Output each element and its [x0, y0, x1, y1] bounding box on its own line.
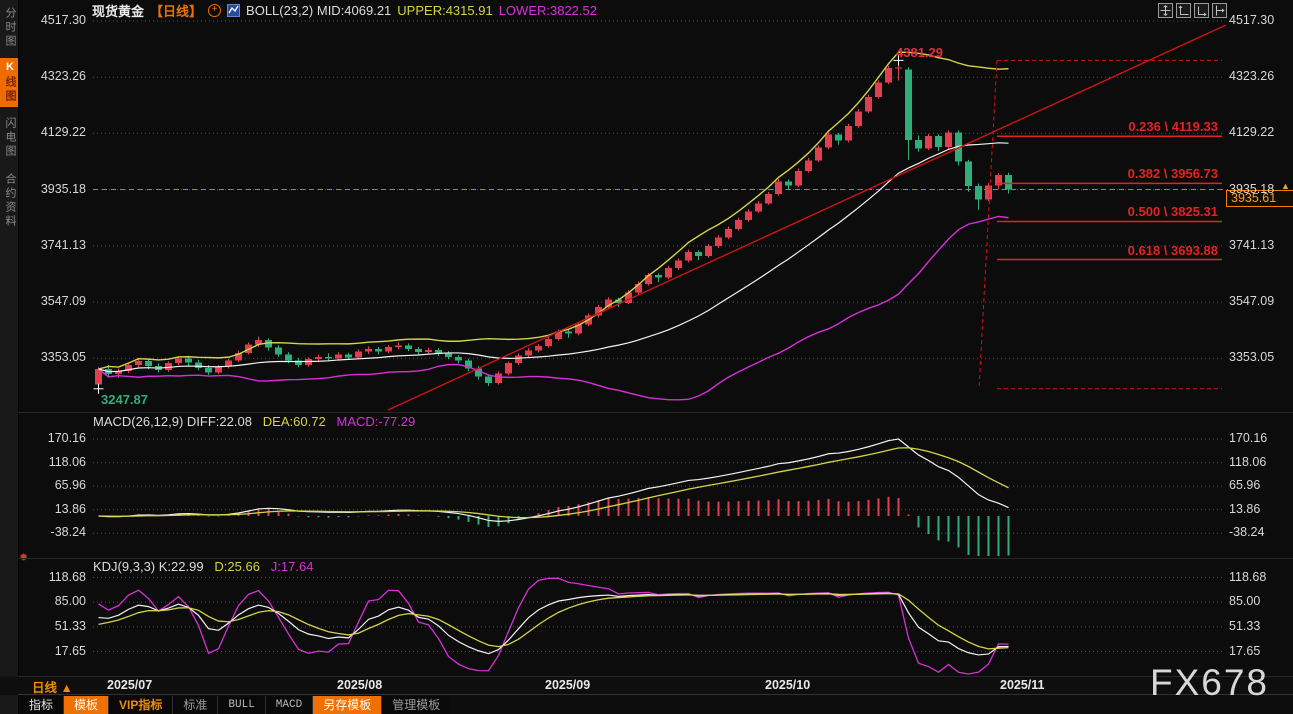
period-selector[interactable]: 日线 ▲	[32, 681, 73, 695]
x-axis-scale-icon[interactable]	[1194, 3, 1209, 18]
price-axis-label: 4129.22	[40, 125, 86, 140]
price-axis-label: 3353.05	[40, 350, 86, 365]
price-axis-label: 13.86	[1229, 501, 1261, 516]
price-axis-label: 3935.18	[40, 181, 86, 196]
month-axis-label: 2025/07	[107, 678, 153, 692]
macd-hist-label: MACD:-77.29	[336, 414, 416, 429]
price-axis-label: 3741.13	[1229, 237, 1275, 252]
kdj-label-row: KDJ(9,3,3) K:22.99 D:25.66 J:17.64	[93, 559, 313, 574]
pane-shift-icon[interactable]	[1212, 3, 1227, 18]
price-axis-label: 4129.22	[1229, 125, 1275, 140]
price-axis-label: 3935.18	[1229, 181, 1275, 196]
kdj-j-label: J:17.64	[270, 559, 314, 574]
fib-level-label: 0.618 \ 3693.88	[1127, 242, 1218, 258]
chart-type-sidebar: 分时图 K线图闪电图合约资料	[0, 0, 19, 714]
month-axis-label: 2025/08	[337, 678, 383, 692]
month-axis-label: 2025/10	[765, 678, 811, 692]
price-axis-label: -38.24	[50, 525, 86, 540]
macd-label-row: MACD(26,12,9) DIFF:22.08 DEA:60.72 MACD:…	[93, 414, 415, 429]
bottom-tab-3[interactable]: 标准	[172, 696, 217, 714]
macd-diff-label: MACD(26,12,9) DIFF:22.08	[93, 414, 252, 429]
swing-high-label: 4381.29	[896, 45, 943, 60]
fib-level-label: 0.236 \ 4119.33	[1128, 119, 1218, 135]
bottom-tab-2[interactable]: VIP指标	[108, 696, 172, 714]
price-axis-label: 85.00	[1229, 594, 1261, 609]
fib-level-label: 0.500 \ 3825.31	[1127, 204, 1218, 220]
price-axis-label: 118.06	[48, 454, 86, 469]
bottom-tab-1[interactable]: 模板	[63, 696, 109, 714]
price-axis-label: 51.33	[54, 618, 86, 633]
chart-toolbar	[1158, 3, 1227, 18]
panel-separator	[18, 558, 1293, 559]
price-axis-label: 3547.09	[40, 294, 86, 309]
price-axis-label: 17.65	[54, 643, 86, 658]
boll-mid-label: BOLL(23,2) MID:4069.21	[246, 2, 392, 18]
price-axis-label: 51.33	[1229, 618, 1261, 633]
price-axis-label: 3547.09	[1229, 294, 1275, 309]
month-axis-label: 2025/11	[1000, 678, 1045, 692]
price-axis-label: 3353.05	[1229, 350, 1275, 365]
last-price-badge: 3935.61	[1226, 190, 1293, 207]
kdj-k-label: KDJ(9,3,3) K:22.99	[93, 559, 204, 574]
price-axis-label: 65.96	[1229, 478, 1261, 493]
bottom-tab-5[interactable]: MACD	[264, 696, 312, 714]
price-up-arrow-icon: ▲	[1281, 181, 1290, 191]
bottom-tab-4[interactable]: BULL	[217, 696, 264, 714]
chart-style-icon[interactable]	[227, 3, 241, 17]
price-axis-label: 13.86	[54, 501, 86, 516]
price-axis-label: 3741.13	[40, 237, 86, 252]
price-axis-label: 4517.30	[1229, 13, 1275, 27]
bottom-tab-7[interactable]: 管理模板	[381, 696, 450, 714]
panel-separator	[18, 694, 1293, 695]
month-axis-label: 2025/09	[545, 678, 591, 692]
macd-dea-label: DEA:60.72	[262, 414, 326, 429]
price-axis-label: 85.00	[54, 594, 86, 609]
fib-level-label: 0.382 \ 3956.73	[1127, 166, 1218, 182]
sidebar-item-candle-chart[interactable]: K线图	[0, 58, 18, 107]
period-tag[interactable]: 【日线】	[150, 3, 203, 19]
bottom-tab-0[interactable]: 指标	[29, 698, 54, 712]
price-axis-label: 4517.30	[40, 13, 86, 27]
time-axis-row: 日线 ▲	[0, 677, 1293, 695]
price-axis-label: 170.16	[1229, 431, 1268, 445]
boll-upper-label: UPPER:4315.91	[397, 2, 493, 18]
panel-separator	[18, 412, 1293, 413]
price-axis-label: 118.68	[1229, 569, 1267, 584]
bottom-tab-6[interactable]: 另存模板	[312, 696, 382, 714]
price-axis-label: 170.16	[47, 431, 86, 445]
sidebar-item-time-chart[interactable]: 分时图	[4, 7, 16, 49]
sidebar-item-flash-chart[interactable]: 闪电图	[4, 117, 16, 159]
chart-header: 现货黄金 【日线】 + BOLL(23,2) MID:4069.21 UPPER…	[92, 2, 597, 19]
price-axis-label: 17.65	[1229, 643, 1261, 658]
price-axis-label: 118.06	[1229, 454, 1267, 469]
price-axis-label: 65.96	[54, 478, 86, 493]
price-axis-label: 118.68	[48, 569, 86, 584]
swing-low-label: 3247.87	[101, 392, 148, 407]
watermark: FX678	[1149, 662, 1269, 703]
price-axis-label: 4323.26	[40, 69, 86, 84]
kdj-d-label: D:25.66	[214, 559, 260, 574]
y-axis-scale-icon[interactable]	[1176, 3, 1191, 18]
boll-lower-label: LOWER:3822.52	[498, 2, 597, 18]
symbol-name: 现货黄金	[92, 3, 145, 19]
sidebar-item-contract-info[interactable]: 合约资料	[4, 173, 16, 229]
price-axis-label: 4323.26	[1229, 69, 1275, 84]
panel-separator	[18, 676, 1293, 677]
pan-icon[interactable]	[1158, 3, 1173, 18]
add-indicator-icon[interactable]: +	[208, 3, 222, 17]
bottom-tab-bar: 指标 模板 VIP指标 标准 BULL MACD 另存模板 管理模板	[19, 696, 451, 714]
price-axis-label: -38.24	[1229, 525, 1265, 540]
